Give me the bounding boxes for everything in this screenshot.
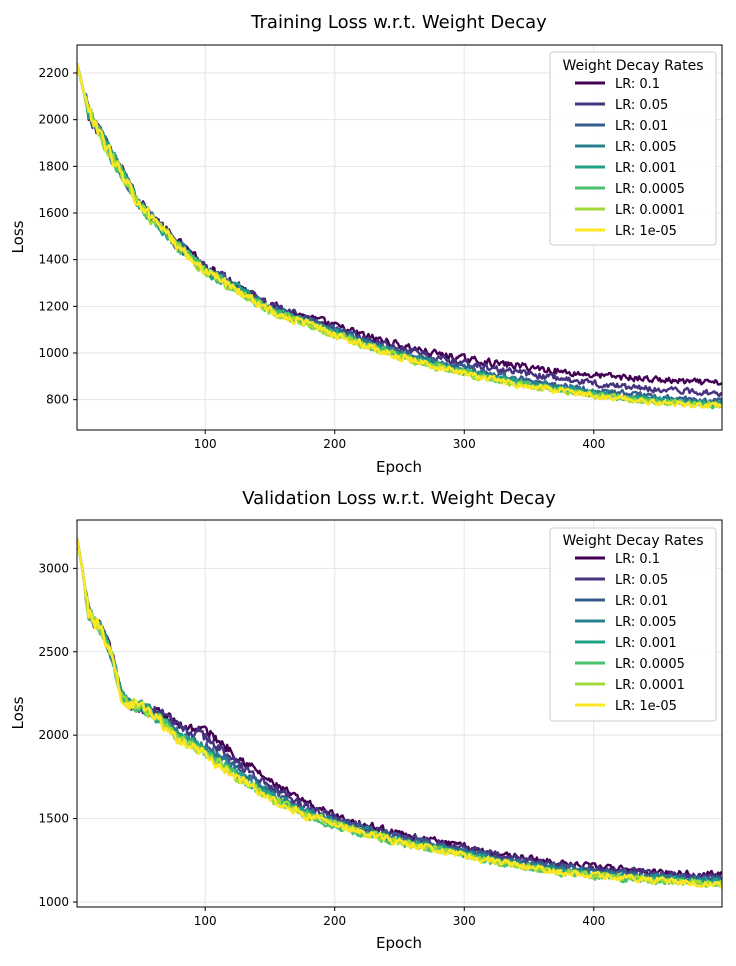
legend-label: LR: 0.01 [615, 594, 668, 609]
chart-title: Training Loss w.r.t. Weight Decay [250, 12, 547, 33]
legend-label: LR: 0.0005 [615, 657, 685, 672]
y-axis-label: Loss [9, 220, 27, 253]
y-tick-label: 2000 [38, 113, 69, 127]
legend-items: LR: 0.1 LR: 0.05 LR: 0.01 LR: 0.005 LR: 0.00… [575, 77, 685, 239]
legend-label: LR: 1e-05 [615, 224, 677, 239]
x-axis-ticks: 100 200 300 400 [194, 430, 605, 451]
y-tick-label: 3000 [38, 561, 69, 575]
legend-label: LR: 0.005 [615, 615, 677, 630]
legend-label: LR: 1e-05 [615, 699, 677, 714]
legend-label: LR: 0.01 [615, 119, 668, 134]
axes-frame [76, 519, 723, 908]
x-tick-label: 400 [582, 914, 605, 928]
x-tick-label: 300 [453, 437, 476, 451]
series-line-lr-1e-05 [77, 537, 722, 889]
training-loss-chart: Training Loss w.r.t. Weight Decay 100 200… [9, 12, 723, 476]
x-tick-label: 400 [582, 437, 605, 451]
x-tick-label: 100 [194, 437, 217, 451]
legend-items: LR: 0.1 LR: 0.05 LR: 0.01 LR: 0.005 LR: 0.00… [575, 552, 685, 714]
series-line-lr-1e-05 [77, 63, 722, 409]
chart-title: Validation Loss w.r.t. Weight Decay [242, 488, 556, 509]
legend-label: LR: 0.1 [615, 77, 660, 92]
validation-loss-chart: Validation Loss w.r.t. Weight Decay 100 2… [9, 488, 723, 952]
x-axis-label: Epoch [376, 458, 422, 476]
x-tick-label: 200 [323, 437, 346, 451]
y-tick-label: 1000 [38, 346, 69, 360]
legend-box [549, 527, 717, 722]
legend-label: LR: 0.05 [615, 98, 668, 113]
x-axis-label: Epoch [376, 934, 422, 952]
y-tick-label: 2500 [38, 645, 69, 659]
y-axis-ticks: 800 1000 1200 1400 1600 1800 2000 2200 [38, 66, 77, 407]
y-tick-label: 1600 [38, 206, 69, 220]
legend-box [549, 51, 717, 246]
legend-label: LR: 0.0001 [615, 678, 685, 693]
legend-title: Weight Decay Rates [562, 58, 703, 74]
y-tick-label: 800 [46, 393, 69, 407]
axes-frame [76, 44, 723, 431]
y-tick-label: 1400 [38, 253, 69, 267]
legend-label: LR: 0.001 [615, 161, 677, 176]
plot-lines [77, 63, 722, 410]
legend-label: LR: 0.0001 [615, 203, 685, 218]
y-axis-ticks: 1000 1500 2000 2500 3000 [38, 561, 77, 909]
legend-label: LR: 0.005 [615, 140, 677, 155]
legend-label: LR: 0.0005 [615, 182, 685, 197]
legend-label: LR: 0.05 [615, 573, 668, 588]
y-tick-label: 1500 [38, 812, 69, 826]
x-tick-label: 100 [194, 914, 217, 928]
x-tick-label: 200 [323, 914, 346, 928]
legend-label: LR: 0.1 [615, 552, 660, 567]
y-tick-label: 1000 [38, 895, 69, 909]
x-tick-label: 300 [453, 914, 476, 928]
plot-lines [77, 537, 722, 889]
legend-label: LR: 0.001 [615, 636, 677, 651]
x-axis-ticks: 100 200 300 400 [194, 907, 605, 928]
y-tick-label: 1800 [38, 159, 69, 173]
y-axis-label: Loss [9, 696, 27, 729]
y-tick-label: 2000 [38, 728, 69, 742]
y-tick-label: 2200 [38, 66, 69, 80]
legend-title: Weight Decay Rates [562, 533, 703, 549]
y-tick-label: 1200 [38, 299, 69, 313]
